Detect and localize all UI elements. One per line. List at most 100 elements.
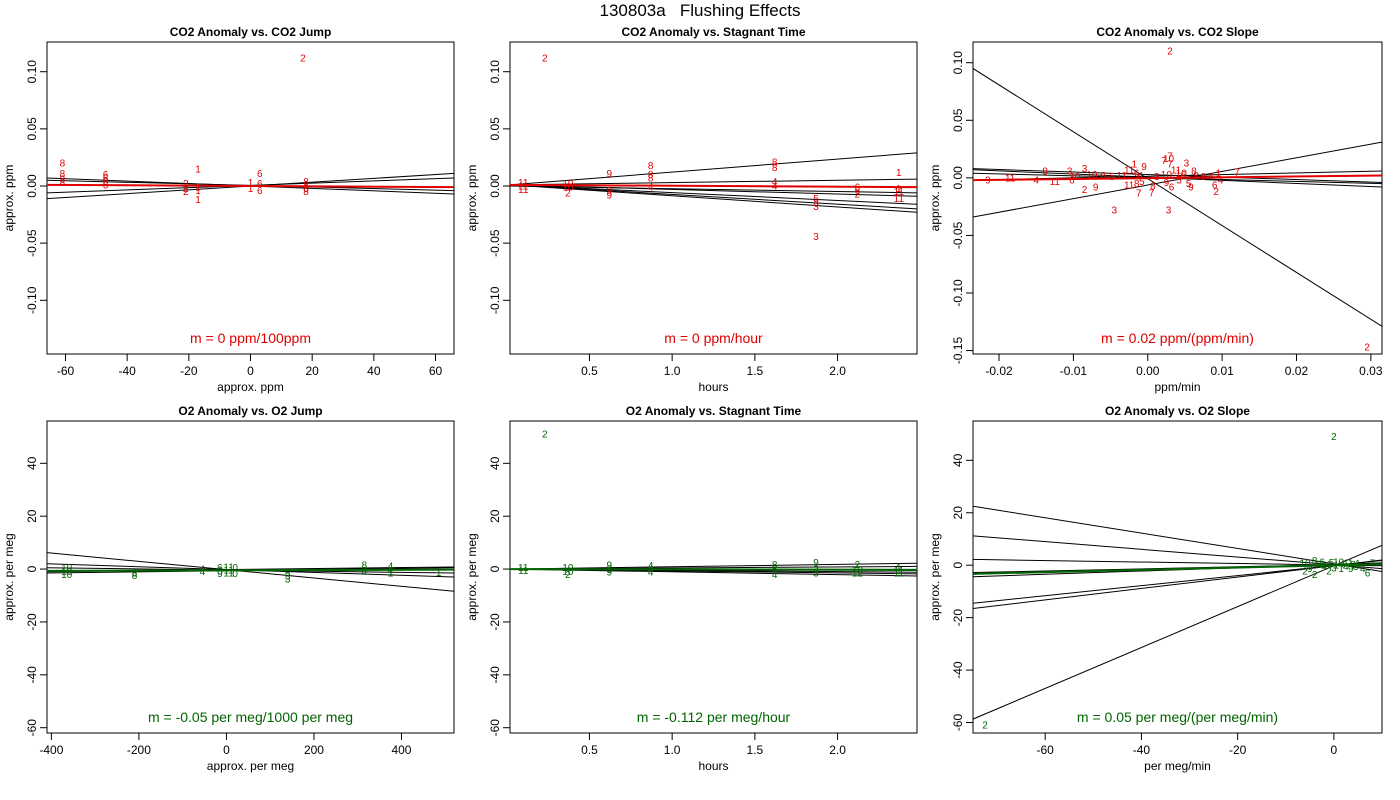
- data-point-label: 8: [1100, 171, 1106, 182]
- data-point-label: 6: [1365, 569, 1371, 580]
- data-point-label: 11: [223, 562, 234, 573]
- data-point-label: 9: [606, 561, 612, 572]
- data-point-label: 3: [1184, 158, 1190, 169]
- mean-fit-line: [510, 183, 917, 189]
- data-point-label: 3: [813, 565, 819, 576]
- data-point-label: 4: [1033, 176, 1039, 187]
- data-point-label: 4: [772, 570, 778, 581]
- fit-line: [510, 184, 917, 205]
- data-point-label: 9: [1307, 564, 1313, 575]
- fit-line: [973, 544, 1382, 720]
- data-point-label: 8: [303, 184, 309, 195]
- data-point-label: 1: [436, 568, 442, 579]
- chart-panel-5: O2 Anomaly vs. Stagnant Time 0.5 1.0 1.5 2.0…: [465, 404, 918, 773]
- x-tick-label: -200: [127, 743, 151, 757]
- data-point-label: 10: [1176, 169, 1188, 180]
- data-point-label: 4: [200, 565, 206, 576]
- data-point-label: 2: [542, 54, 548, 65]
- y-tick-label: 40: [488, 456, 502, 470]
- slope-annotation: m = 0 ppm/hour: [664, 330, 763, 346]
- data-point-label: 9: [1348, 564, 1354, 575]
- figure-title: 130803a Flushing Effects: [599, 1, 801, 20]
- slope-annotation: m = 0 ppm/100ppm: [190, 330, 311, 346]
- data-point-label: 2: [1326, 566, 1332, 577]
- data-point-label: 10: [1333, 558, 1345, 569]
- data-point-label: 8: [1350, 560, 1356, 571]
- data-point-label: 11: [894, 187, 905, 198]
- data-point-label: 5: [772, 565, 778, 576]
- y-tick-label: -60: [25, 719, 39, 737]
- x-tick-label: 1.0: [664, 364, 681, 378]
- fit-line: [510, 184, 917, 213]
- data-point-label: 1: [388, 569, 394, 580]
- data-point-label: 10: [562, 567, 574, 578]
- data-point-label: 6: [1212, 180, 1218, 191]
- data-point-label: 2: [565, 570, 571, 581]
- data-point-label: 2: [1167, 47, 1173, 58]
- y-tick-label: -40: [25, 666, 39, 684]
- mean-fit-line: [973, 174, 1382, 182]
- data-point-label: 4: [1138, 171, 1144, 182]
- data-point-label: 3: [813, 202, 819, 213]
- fit-line: [510, 568, 917, 577]
- data-point-label: 6: [103, 180, 109, 191]
- y-tick-label: 0.05: [488, 117, 502, 141]
- data-point-label: 5: [1109, 172, 1115, 183]
- x-tick-label: 0: [223, 743, 230, 757]
- data-point-label: 6: [1069, 176, 1075, 187]
- chart-panel-2: CO2 Anomaly vs. Stagnant Time 0.5 1.0 1.5 2.…: [465, 25, 918, 394]
- data-point-label: 7: [1370, 559, 1376, 570]
- x-tick-label: 400: [391, 743, 411, 757]
- mean-fit-line: [973, 563, 1382, 575]
- data-point-label: 11: [518, 566, 529, 577]
- data-point-label: 7: [1167, 151, 1173, 162]
- x-tick-label: 1.0: [664, 743, 681, 757]
- data-point-label: 4: [1218, 176, 1224, 187]
- data-point-label: 10: [1321, 560, 1333, 571]
- data-point-label: 4: [1208, 172, 1214, 183]
- chart-title: CO2 Anomaly vs. CO2 Jump: [170, 25, 332, 39]
- data-point-label: 4: [200, 567, 206, 578]
- data-point-label: 1: [896, 563, 902, 574]
- data-point-label: 6: [103, 170, 109, 181]
- data-point-label: 1: [248, 184, 254, 195]
- data-point-label: 2: [183, 187, 189, 198]
- y-axis-label: approx. ppm: [928, 165, 942, 232]
- plot-frame: [509, 41, 918, 355]
- data-point-label: 11: [1171, 165, 1182, 176]
- data-point-label: 1: [195, 183, 201, 194]
- x-tick-label: 0.00: [1136, 364, 1160, 378]
- fit-line: [973, 68, 1382, 327]
- data-point-label: 8: [648, 170, 654, 181]
- data-point-label: 10: [1161, 170, 1173, 181]
- data-point-label: 11: [1117, 171, 1128, 182]
- y-axis-label: approx. per meg: [928, 533, 942, 620]
- y-tick-label: -0.10: [951, 279, 965, 307]
- y-tick-label: -0.10: [25, 286, 39, 314]
- chart-title: O2 Anomaly vs. Stagnant Time: [626, 404, 802, 418]
- data-point-label: 1: [1132, 160, 1138, 171]
- data-point-label: 11: [1343, 559, 1354, 570]
- data-point-label: 5: [1139, 177, 1145, 188]
- slope-annotation: m = -0.05 per meg/1000 per meg: [148, 709, 353, 725]
- data-point-label: 3: [813, 569, 819, 580]
- data-point-label: 2: [183, 184, 189, 195]
- data-point-label: 5: [1186, 179, 1192, 190]
- y-tick-label: -60: [488, 719, 502, 737]
- data-point-label: 8: [772, 158, 778, 169]
- plot-frame: [972, 41, 1383, 355]
- x-tick-label: -60: [1037, 743, 1055, 757]
- data-point-label: 11: [518, 182, 529, 193]
- data-point-label: 11: [1314, 559, 1325, 570]
- data-point-label: 8: [60, 159, 66, 170]
- x-tick-label: -400: [39, 743, 63, 757]
- data-point-label: 1: [1216, 169, 1222, 180]
- data-point-label: 10: [562, 183, 574, 194]
- data-point-label: 4: [648, 565, 654, 576]
- fit-line: [510, 562, 917, 570]
- y-tick-label: -20: [488, 613, 502, 631]
- x-tick-label: -40: [118, 364, 136, 378]
- fit-line: [973, 141, 1382, 218]
- y-tick-label: 0: [488, 565, 502, 572]
